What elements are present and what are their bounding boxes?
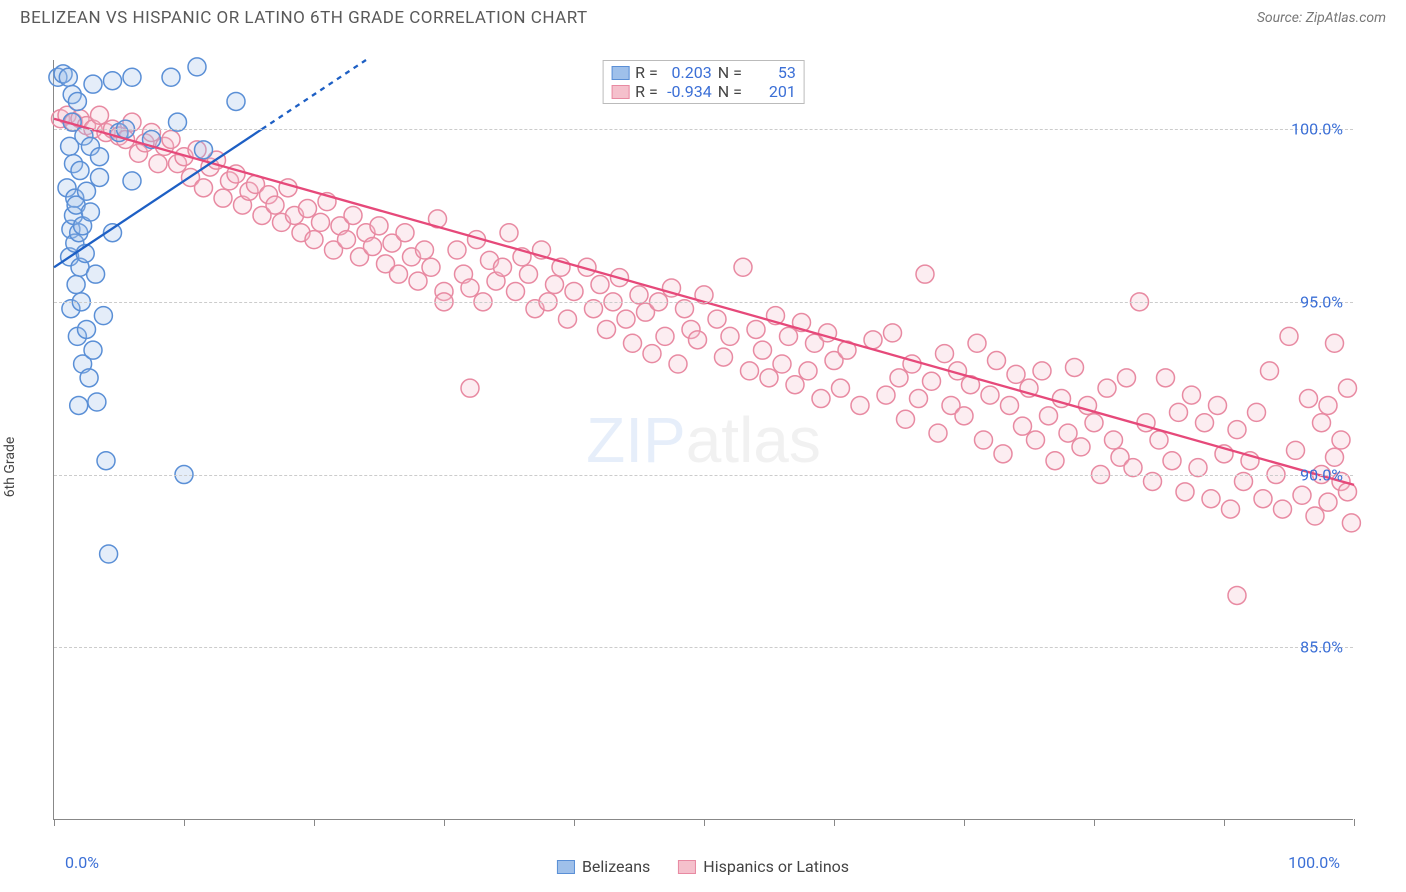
chart-container: 6th Grade ZIPatlas R = 0.203 N = 53 R = … bbox=[20, 42, 1386, 892]
belizean-legend-swatch bbox=[557, 860, 575, 874]
chart-title: BELIZEAN VS HISPANIC OR LATINO 6TH GRADE… bbox=[20, 8, 588, 28]
chart-source: Source: ZipAtlas.com bbox=[1257, 10, 1386, 26]
plot-area: ZIPatlas R = 0.203 N = 53 R = -0.934 N =… bbox=[53, 60, 1353, 820]
hispanic-legend-label: Hispanics or Latinos bbox=[703, 857, 849, 876]
y-axis-label: 6th Grade bbox=[2, 437, 18, 498]
belizean-legend-label: Belizeans bbox=[582, 857, 650, 876]
hispanic-legend-swatch bbox=[678, 860, 696, 874]
series-legend: Belizeans Hispanics or Latinos bbox=[557, 857, 849, 876]
x-axis-min-label: 0.0% bbox=[65, 853, 99, 872]
y-tick-label: 90.0% bbox=[1300, 465, 1343, 484]
y-tick-label: 85.0% bbox=[1300, 638, 1343, 657]
scatter-svg bbox=[54, 60, 1353, 819]
y-tick-label: 100.0% bbox=[1291, 120, 1343, 139]
y-tick-label: 95.0% bbox=[1300, 292, 1343, 311]
x-axis-max-label: 100.0% bbox=[1288, 853, 1340, 872]
